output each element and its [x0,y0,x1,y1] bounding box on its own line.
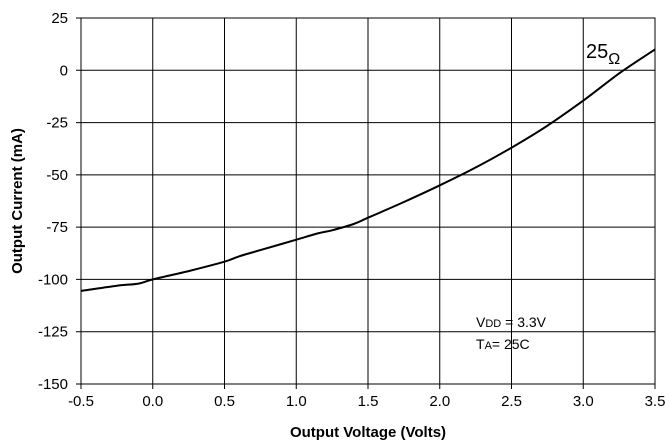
y-tick-label: -150 [38,376,68,393]
y-tick-label: -100 [38,271,68,288]
x-tick-label: 2.5 [501,393,522,410]
annotation-ta: TA= 25C [476,336,530,352]
x-axis-title: Output Voltage (Volts) [290,424,446,441]
y-tick-label: -50 [46,167,68,184]
x-tick-label: 1.0 [286,393,307,410]
x-tick-label: 0.5 [214,393,235,410]
y-tick-label: 0 [60,62,68,79]
y-tick-label: -25 [46,115,68,132]
curve-label-base: 25 [586,41,608,63]
x-tick-label: 3.5 [645,393,666,410]
y-tick-label: 25 [51,10,68,27]
x-tick-labels: -0.5 0.0 0.5 1.0 1.5 2.0 2.5 3.0 3.5 [68,393,665,410]
x-tick-label: 1.5 [358,393,379,410]
grid-lines [76,17,656,389]
y-tick-label: -75 [46,219,68,236]
series-line-25ohm [80,48,656,292]
plot-area-frame [80,17,656,385]
annotation-ta-value: = 25C [492,336,530,352]
annotation-vdd-prefix: V [476,314,486,330]
annotation-ta-sub: A [485,340,493,352]
curve-label-ohm-symbol: Ω [608,51,620,68]
y-tick-labels: 25 0 -25 -50 -75 -100 -125 -150 [38,10,68,393]
x-tick-label: 3.0 [573,393,594,410]
y-axis-title: Output Current (mA) [9,128,26,274]
annotation-vdd-value: = 3.3V [501,314,546,330]
curve-label-25ohm: 25Ω [586,41,620,68]
y-tick-label: -125 [38,324,68,341]
annotation-vdd-sub: DD [485,318,501,330]
x-tick-label: 0.0 [142,393,163,410]
annotation-ta-prefix: T [476,336,485,352]
annotation-vdd: VDD = 3.3V [476,314,547,330]
x-tick-label: 2.0 [429,393,450,410]
x-tick-label: -0.5 [68,393,94,410]
